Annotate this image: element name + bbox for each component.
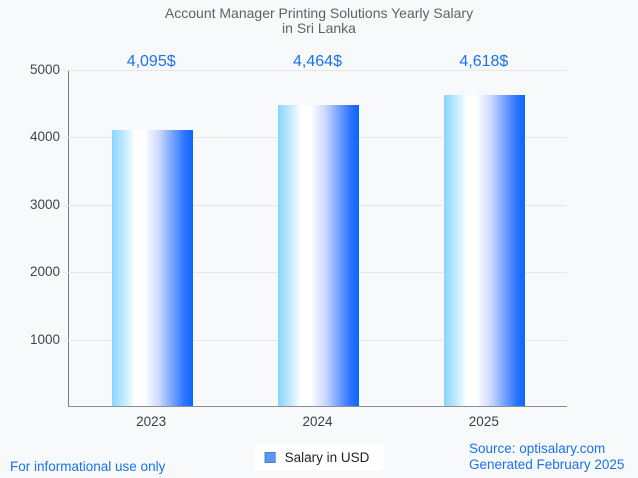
y-axis-label-2000: 2000 — [29, 264, 60, 280]
legend-swatch-icon — [264, 452, 276, 463]
plot-area: 1000 2000 3000 4000 5000 — [30, 62, 567, 407]
chart-title-line1: Account Manager Printing Solutions Yearl… — [164, 5, 474, 21]
chart-title-line2: in Sri Lanka — [282, 20, 356, 36]
y-axis-label-3000: 3000 — [29, 196, 60, 212]
gridline-5000 — [63, 70, 567, 71]
source-attribution: Source: optisalary.com Generated Februar… — [469, 441, 624, 473]
y-axis-label-1000: 1000 — [29, 331, 60, 347]
x-axis-label-2025: 2025 — [468, 414, 499, 429]
legend: Salary in USD — [254, 445, 384, 470]
value-label-2025: 4,618$ — [459, 53, 509, 70]
informational-note: For informational use only — [10, 459, 166, 474]
value-label-2024: 4,464$ — [293, 53, 342, 70]
chart-title: Account Manager Printing Solutions Yearl… — [0, 6, 638, 36]
x-axis-label-2024: 2024 — [302, 414, 333, 429]
x-axis-label-2023: 2023 — [136, 414, 167, 429]
bar-2023[interactable] — [111, 130, 193, 406]
bar-2024[interactable] — [278, 105, 359, 406]
bar-2025[interactable] — [444, 94, 526, 406]
value-label-2023: 4,095$ — [126, 53, 176, 70]
source-line[interactable]: Source: optisalary.com — [469, 441, 606, 456]
y-axis-label-4000: 4000 — [29, 129, 60, 145]
y-axis-label-5000: 5000 — [29, 62, 60, 77]
legend-label: Salary in USD — [284, 450, 370, 465]
generated-line: Generated February 2025 — [469, 457, 625, 472]
